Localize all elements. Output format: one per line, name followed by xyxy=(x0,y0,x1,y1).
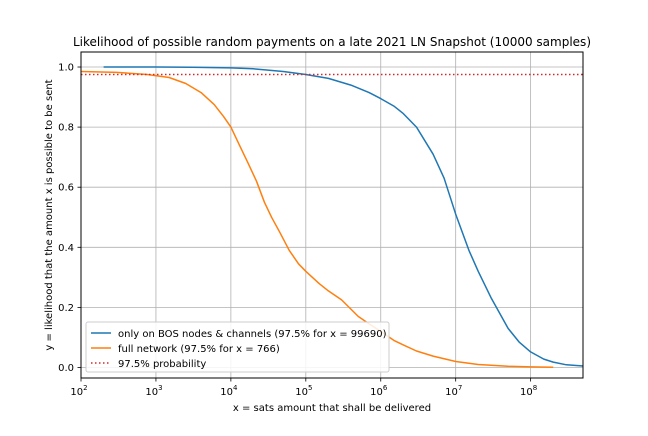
y-tick-label: 0.8 xyxy=(58,123,74,134)
y-axis-label: y = likelihood that the amount x is poss… xyxy=(44,79,55,350)
y-tick-label: 0.6 xyxy=(58,183,74,194)
legend: only on BOS nodes & channels (97.5% for … xyxy=(85,321,390,373)
x-tick-label: 104 xyxy=(220,384,238,398)
y-tick-label: 0.2 xyxy=(58,303,74,314)
y-tick-label: 0.4 xyxy=(58,243,74,254)
legend-label-bos: only on BOS nodes & channels (97.5% for … xyxy=(118,329,387,340)
chart-title: Likelihood of possible random payments o… xyxy=(73,35,591,49)
legend-label-full-network: full network (97.5% for x = 766) xyxy=(118,344,280,355)
series-lines xyxy=(80,66,584,368)
y-tick-label: 1.0 xyxy=(58,63,74,74)
series-line-full-network xyxy=(80,70,554,368)
plot-frame xyxy=(80,51,584,379)
x-tick-label: 105 xyxy=(295,384,312,398)
y-tick-label: 0.0 xyxy=(58,363,74,374)
axis-ticks: 102 103 104 105 106 107 108 0.0 0.2 0.4 0.6 0.8 1.0 xyxy=(58,63,537,398)
x-tick-label: 107 xyxy=(445,384,462,398)
legend-label-threshold: 97.5% probability xyxy=(118,359,206,370)
x-tick-label: 102 xyxy=(70,384,87,398)
x-axis-label: x = sats amount that shall be delivered xyxy=(233,403,431,414)
series-line-bos xyxy=(103,66,584,367)
x-tick-label: 106 xyxy=(370,384,388,398)
x-tick-label: 108 xyxy=(520,384,537,398)
legend-box xyxy=(85,321,390,373)
x-tick-label: 103 xyxy=(145,384,162,398)
